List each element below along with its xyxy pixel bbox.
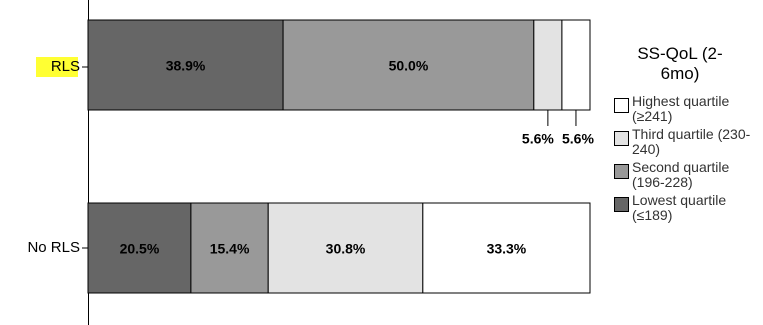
- legend-label: Second quartile (196-228): [632, 159, 730, 190]
- legend-item: Lowest quartile (≤189): [614, 193, 763, 223]
- legend-swatch: [614, 164, 629, 179]
- value-label: 5.6%: [562, 131, 594, 147]
- value-label: 50.0%: [389, 58, 429, 74]
- legend: SS-QoL (2-6mo) Highest quartile (≥241) Th…: [614, 44, 763, 226]
- legend-item: Second quartile (196-228): [614, 160, 763, 190]
- value-label: 15.4%: [210, 241, 250, 257]
- legend-swatch: [614, 131, 629, 146]
- y-tick-label: RLS: [51, 58, 80, 75]
- legend-label: Lowest quartile (≤189): [632, 192, 727, 223]
- value-label: 30.8%: [326, 241, 366, 257]
- bar-segment: [190, 202, 269, 294]
- bar-segment: [282, 19, 535, 111]
- value-label: 33.3%: [487, 241, 527, 257]
- legend-swatch: [614, 98, 629, 113]
- value-label: 20.5%: [120, 241, 160, 257]
- value-label: 38.9%: [166, 58, 206, 74]
- bar-segment: [87, 19, 284, 111]
- legend-label: Third quartile (230-240): [632, 126, 751, 157]
- y-tick-label: No RLS: [27, 239, 80, 256]
- legend-item: Third quartile (230-240): [614, 127, 763, 157]
- legend-title: SS-QoL (2-6mo): [637, 44, 723, 83]
- legend-label: Highest quartile (≥241): [632, 93, 730, 124]
- bar-segment: [267, 202, 424, 294]
- bar-segment: [87, 202, 192, 294]
- legend-item: Highest quartile (≥241): [614, 94, 763, 124]
- value-label: 5.6%: [522, 131, 554, 147]
- bar-segment: [533, 19, 563, 111]
- highlight: [36, 57, 78, 77]
- bar-segment: [561, 19, 591, 111]
- bar-segment: [422, 202, 591, 294]
- legend-swatch: [614, 197, 629, 212]
